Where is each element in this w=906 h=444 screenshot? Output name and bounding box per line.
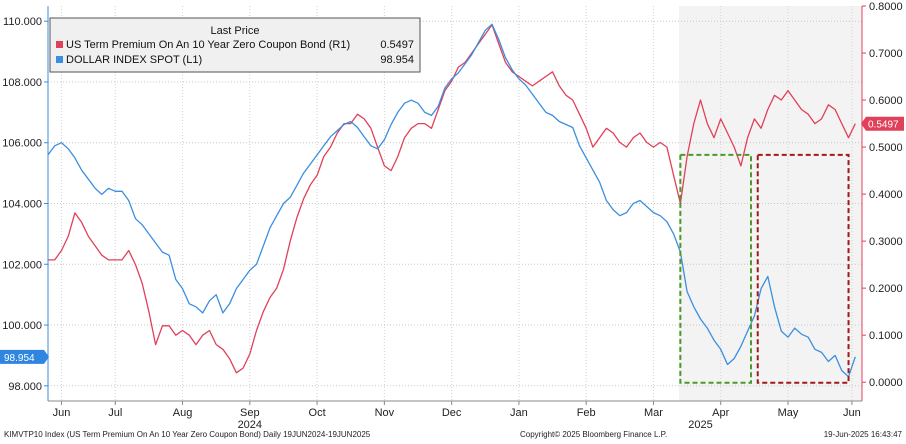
year-label: 2025: [688, 419, 712, 431]
left-tick-label: 108.000: [2, 77, 42, 89]
series-layer: [47, 23, 856, 378]
year-label: 2024: [238, 419, 262, 431]
legend-label-term-premium: US Term Premium On An 10 Year Zero Coupo…: [66, 39, 350, 51]
footer-center: Copyright© 2025 Bloomberg Finance L.P.: [520, 430, 667, 439]
legend-label-dollar-index: DOLLAR INDEX SPOT (L1): [66, 54, 202, 66]
x-tick-label: Mar: [644, 407, 663, 419]
highlight-box-layer: [679, 153, 850, 384]
legend: Last Price US Term Premium On An 10 Year…: [49, 17, 421, 73]
right-tick-label: 0.4000: [869, 189, 903, 201]
legend-title: Last Price: [211, 25, 260, 37]
left-tick-label: 104.000: [2, 199, 42, 211]
legend-swatch-term-premium: [56, 41, 63, 48]
highlight-box-green: [679, 153, 753, 384]
x-tick-label: Jul: [108, 407, 122, 419]
left-last-value-tag: [0, 349, 49, 364]
x-tick-label: Oct: [309, 407, 326, 419]
x-tick-label: Feb: [577, 407, 596, 419]
x-tick-label: Sep: [240, 407, 260, 419]
axes-layer: 110.000 108.000 106.000 104.000 102.000 100.0…: [2, 1, 902, 431]
left-tick-label: 98.000: [8, 381, 42, 393]
series-line-dollar-index: [47, 23, 856, 378]
footer-left: KIMVTP10 Index (US Term Premium On An 10…: [4, 430, 371, 439]
left-tick-label: 110.000: [3, 16, 42, 28]
x-tick-label: Jan: [510, 407, 528, 419]
x-tick-label: Aug: [173, 407, 193, 419]
right-tick-label: 0.8000: [869, 1, 903, 13]
left-tick-label: 102.000: [2, 259, 42, 271]
right-last-value-text: 0.5497: [868, 120, 899, 131]
right-last-value-tag: [861, 116, 904, 131]
x-tick-label: Jun: [843, 407, 861, 419]
right-tick-label: 0.3000: [869, 236, 903, 248]
right-tick-label: 0.1000: [869, 330, 903, 342]
series-line-term-premium: [48, 24, 856, 374]
left-tick-label: 106.000: [2, 138, 42, 150]
right-tick-label: 0.6000: [869, 95, 903, 107]
footer-right: 19-Jun-2025 16:43:47: [824, 430, 903, 439]
highlight-box-darkred: [756, 153, 850, 384]
x-tick-label: Jun: [53, 407, 71, 419]
x-tick-label: Nov: [375, 407, 395, 419]
right-tick-label: 0.2000: [869, 283, 903, 295]
left-tick-label: 100.000: [2, 320, 42, 332]
x-tick-label: Apr: [712, 407, 729, 419]
legend-box: [49, 17, 421, 73]
right-tick-label: 0.7000: [869, 48, 903, 60]
last-value-tag-layer: 98.954 0.5497: [0, 116, 904, 364]
legend-value-term-premium: 0.5497: [380, 39, 414, 51]
left-last-value-text: 98.954: [4, 353, 35, 364]
right-tick-label: 0.5000: [869, 142, 903, 154]
legend-swatch-dollar-index: [56, 56, 63, 63]
legend-value-dollar-index: 98.954: [380, 54, 414, 66]
right-tick-label: 0.0000: [869, 377, 903, 389]
x-tick-label: Dec: [442, 407, 462, 419]
x-tick-label: May: [778, 407, 799, 419]
footer: KIMVTP10 Index (US Term Premium On An 10…: [4, 430, 903, 439]
